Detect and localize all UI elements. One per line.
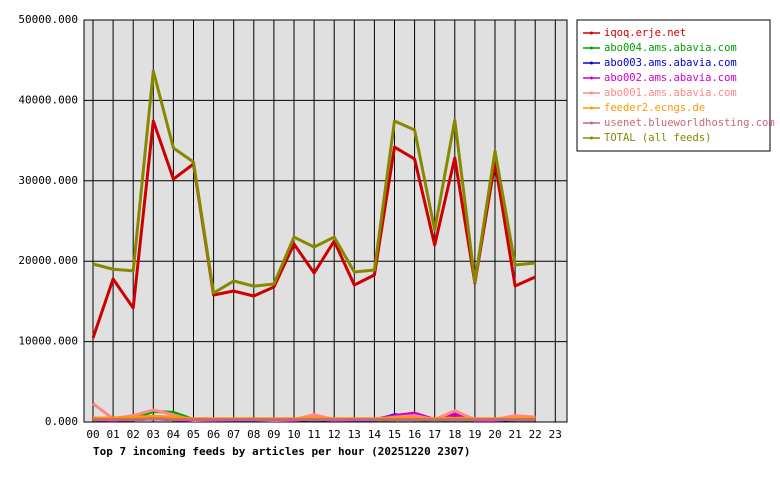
series-line	[92, 69, 536, 295]
legend-label: usenet.blueworldhosting.com	[604, 117, 775, 129]
x-tick-label: 09	[267, 428, 280, 441]
x-tick-label: 21	[508, 428, 521, 441]
series-line	[92, 402, 536, 422]
x-tick-label: 17	[428, 428, 441, 441]
legend-label: abo002.ams.abavia.com	[604, 72, 737, 84]
legend-dot	[590, 136, 593, 140]
legend-label: abo004.ams.abavia.com	[604, 42, 737, 54]
legend-dot	[590, 46, 593, 50]
x-tick-label: 23	[549, 428, 562, 441]
x-tick-label: 01	[106, 428, 119, 441]
x-tick-label: 15	[388, 428, 401, 441]
legend-dot	[590, 76, 593, 80]
series-line	[93, 417, 536, 422]
x-tick-label: 02	[127, 428, 140, 441]
x-tick-label: 04	[167, 428, 181, 441]
x-tick-label: 20	[488, 428, 501, 441]
legend-dot	[590, 61, 593, 65]
x-tick-label: 14	[368, 428, 382, 441]
x-tick-label: 06	[207, 428, 220, 441]
legend-label: abo003.ams.abavia.com	[604, 57, 737, 69]
series-line	[91, 119, 536, 339]
legend-dot	[590, 106, 593, 110]
x-tick-label: 03	[147, 428, 160, 441]
legend-label: TOTAL (all feeds)	[604, 132, 711, 144]
legend-dot	[590, 31, 593, 35]
legend-label: iqoq.erje.net	[604, 27, 686, 39]
x-tick-label: 11	[307, 428, 320, 441]
legend-dot	[590, 121, 593, 125]
y-tick-label: 20000.000	[18, 254, 78, 267]
legend-label: abo001.ams.abavia.com	[604, 87, 737, 99]
legend	[576, 19, 771, 152]
y-tick-label: 50000.000	[18, 13, 78, 26]
x-tick-label: 22	[529, 428, 542, 441]
x-tick-label: 13	[348, 428, 361, 441]
y-tick-label: 10000.000	[18, 335, 78, 348]
legend-label: feeder2.ecngs.de	[604, 102, 705, 114]
chart-title: Top 7 incoming feeds by articles per hou…	[93, 445, 471, 458]
x-tick-label: 19	[468, 428, 481, 441]
x-tick-label: 16	[408, 428, 421, 441]
x-tick-label: 10	[287, 428, 300, 441]
x-tick-label: 07	[227, 428, 240, 441]
x-tick-label: 00	[86, 428, 99, 441]
y-tick-label: 40000.000	[18, 93, 78, 106]
legend-dot	[590, 91, 593, 95]
x-tick-label: 18	[448, 428, 461, 441]
y-tick-label: 30000.000	[18, 174, 78, 187]
x-tick-label: 05	[187, 428, 200, 441]
y-tick-label: 0.000	[45, 415, 78, 428]
x-tick-label: 12	[328, 428, 341, 441]
x-tick-label: 08	[247, 428, 260, 441]
